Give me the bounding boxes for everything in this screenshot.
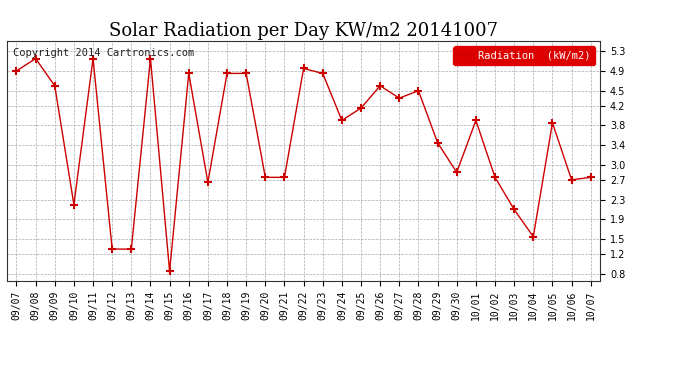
Title: Solar Radiation per Day KW/m2 20141007: Solar Radiation per Day KW/m2 20141007 bbox=[109, 22, 498, 40]
Legend: Radiation  (kW/m2): Radiation (kW/m2) bbox=[453, 46, 595, 65]
Text: Copyright 2014 Cartronics.com: Copyright 2014 Cartronics.com bbox=[13, 48, 194, 58]
